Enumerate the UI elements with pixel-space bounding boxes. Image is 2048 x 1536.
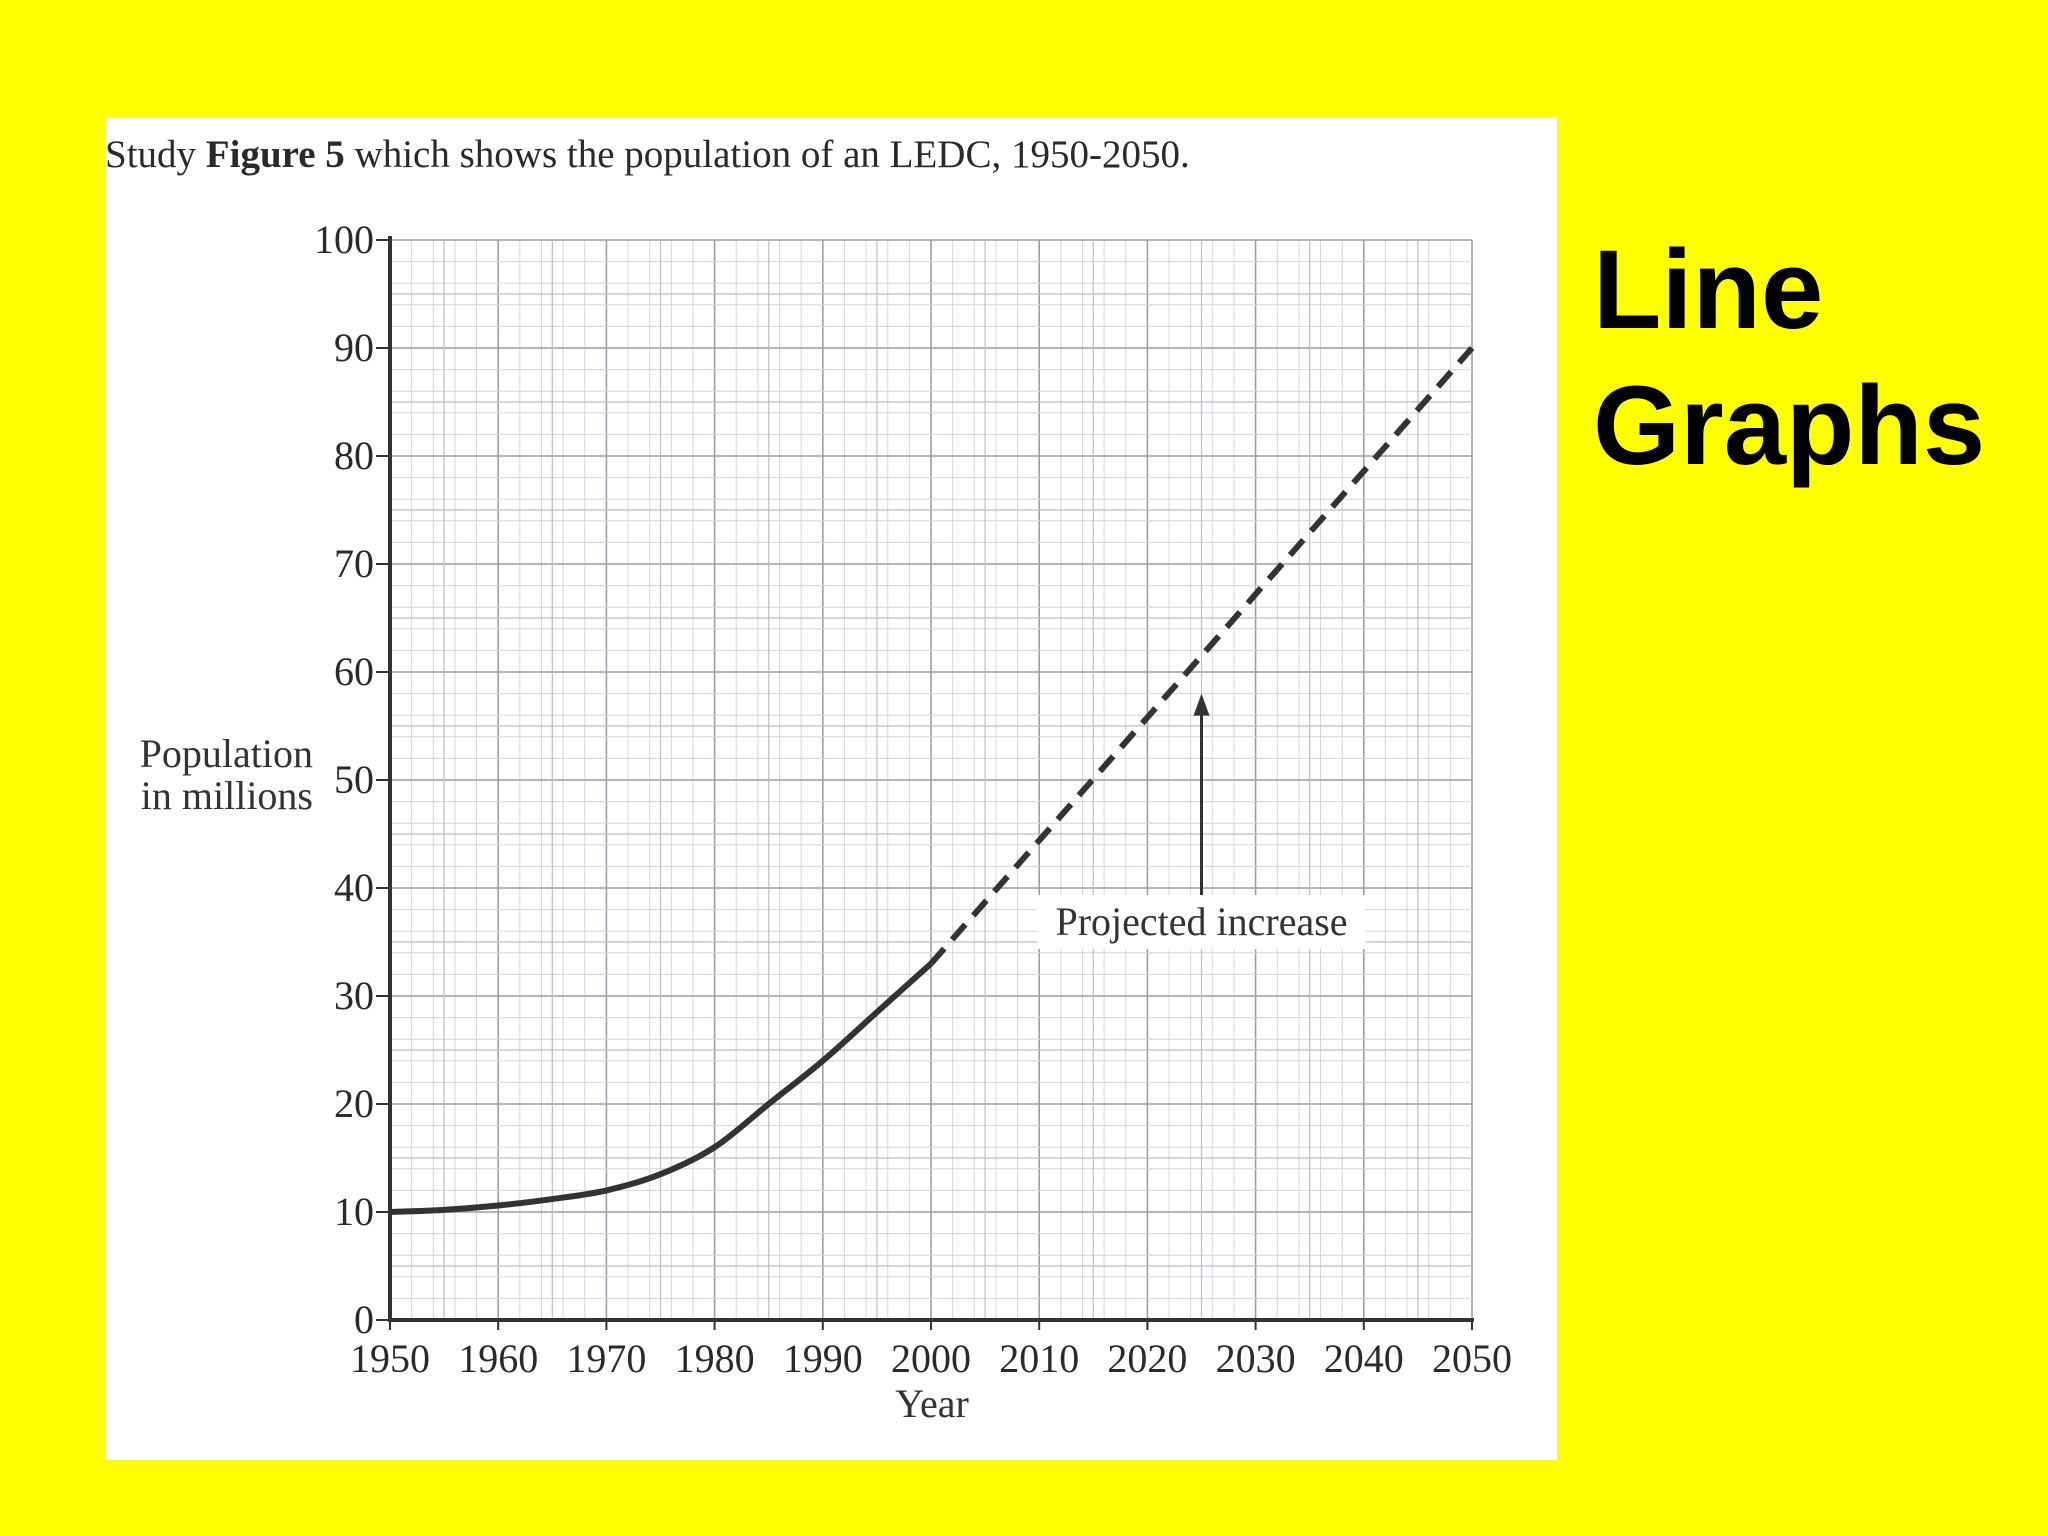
figure-panel: Study Figure 5 which shows the populatio… <box>105 117 1557 1460</box>
slide-title-line2: Graphs <box>1593 363 1986 488</box>
x-tick-label: 1980 <box>675 1336 755 1381</box>
y-tick-label: 20 <box>334 1081 374 1126</box>
chart-grid <box>389 239 1473 1321</box>
line-chart: Study Figure 5 which shows the populatio… <box>105 133 1512 1426</box>
y-tick-label: 30 <box>334 973 374 1018</box>
y-tick-label: 40 <box>334 865 374 910</box>
slide-title: Line Graphs <box>1593 222 1985 494</box>
y-tick-label: 70 <box>334 541 374 586</box>
x-tick-label: 1960 <box>458 1336 538 1381</box>
x-tick-label: 2050 <box>1432 1336 1512 1381</box>
y-tick-label: 100 <box>314 217 374 262</box>
y-tick-label: 80 <box>334 433 374 478</box>
x-tick-label: 1970 <box>566 1336 646 1381</box>
y-tick-label: 10 <box>334 1189 374 1234</box>
series-line-actual <box>389 961 934 1215</box>
annotation-arrow-head <box>1193 693 1210 716</box>
x-tick-label: 2000 <box>891 1336 971 1381</box>
y-tick-label: 60 <box>334 649 374 694</box>
x-axis-label: Year <box>895 1381 969 1426</box>
annotation-label: Projected increase <box>1055 899 1347 944</box>
y-axis-label-line1: Population <box>140 731 313 776</box>
series-line-projected <box>928 346 1475 966</box>
x-tick-label: 2040 <box>1324 1336 1404 1381</box>
x-tick-label: 2010 <box>999 1336 1079 1381</box>
slide-title-line1: Line <box>1593 227 1824 352</box>
x-tick-label: 2020 <box>1107 1336 1187 1381</box>
intro-suffix: which shows the population of an LEDC, 1… <box>345 133 1190 176</box>
x-tick-label: 1950 <box>350 1336 430 1381</box>
intro-prefix: Study <box>105 133 206 176</box>
chart-series <box>389 346 1475 1215</box>
y-axis-label-line2: in millions <box>141 773 313 818</box>
annotation-label-background <box>1037 895 1366 949</box>
y-tick-label: 50 <box>334 757 374 802</box>
y-tick-label: 90 <box>334 325 374 370</box>
y-tick-label: 0 <box>354 1297 374 1342</box>
figure-intro: Study Figure 5 which shows the populatio… <box>105 133 1190 176</box>
x-tick-label: 1990 <box>783 1336 863 1381</box>
intro-figure-ref: Figure 5 <box>206 133 345 176</box>
chart-annotations: Projected increase <box>1037 693 1366 949</box>
x-tick-label: 2030 <box>1216 1336 1296 1381</box>
